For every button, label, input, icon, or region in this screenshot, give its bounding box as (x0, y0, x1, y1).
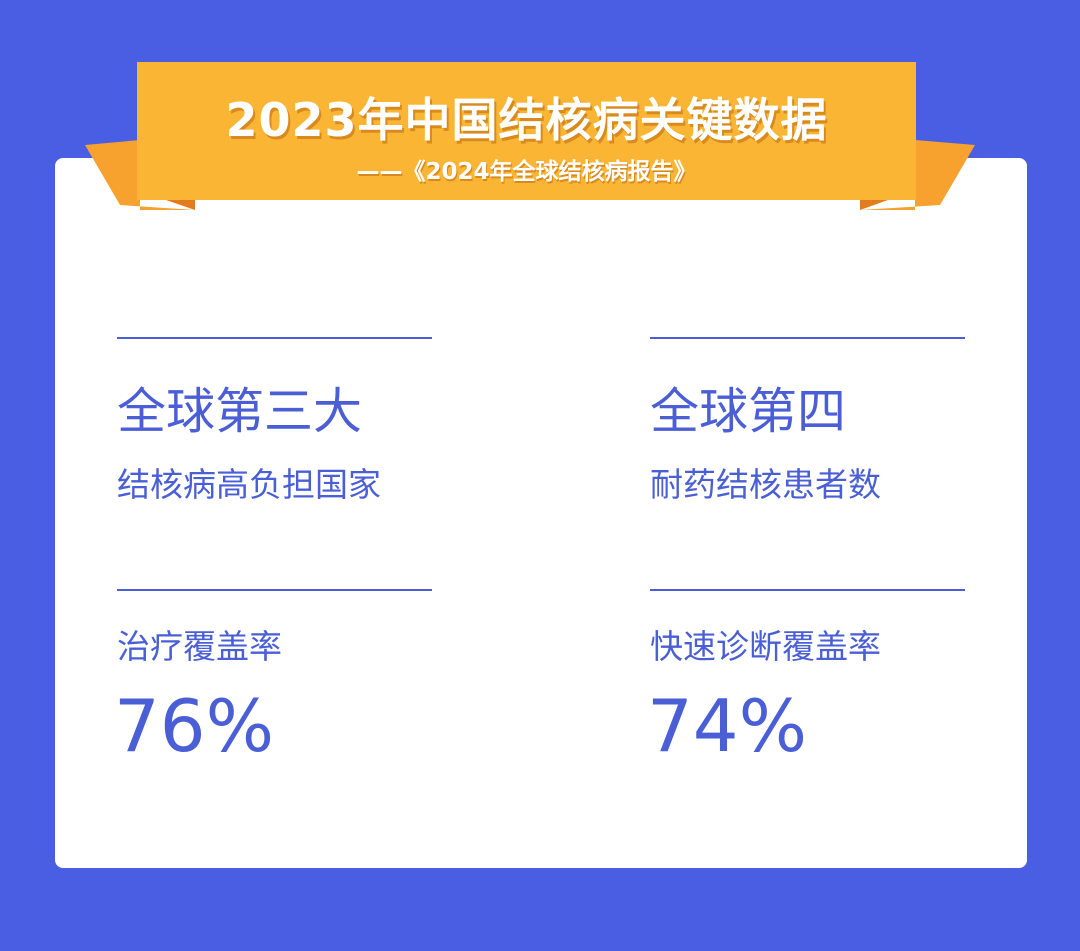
stat-caption: 结核病高负担国家 (117, 465, 381, 504)
stat-caption: 耐药结核患者数 (650, 465, 881, 504)
divider (650, 337, 965, 339)
content-card (55, 158, 1027, 868)
stat-value: 76% (114, 684, 275, 768)
stat-headline: 全球第三大 (117, 383, 363, 440)
stat-caption: 快速诊断覆盖率 (650, 627, 881, 666)
page-title: 2023年中国结核病关键数据 (225, 93, 828, 147)
stat-headline: 全球第四 (650, 383, 847, 440)
page-subtitle: ——《2024年全球结核病报告》 (356, 159, 697, 185)
title-banner: 2023年中国结核病关键数据 ——《2024年全球结核病报告》 (137, 62, 916, 200)
divider (117, 337, 432, 339)
stat-value: 74% (647, 684, 808, 768)
stat-caption: 治疗覆盖率 (117, 627, 282, 666)
divider (650, 589, 965, 591)
divider (117, 589, 432, 591)
